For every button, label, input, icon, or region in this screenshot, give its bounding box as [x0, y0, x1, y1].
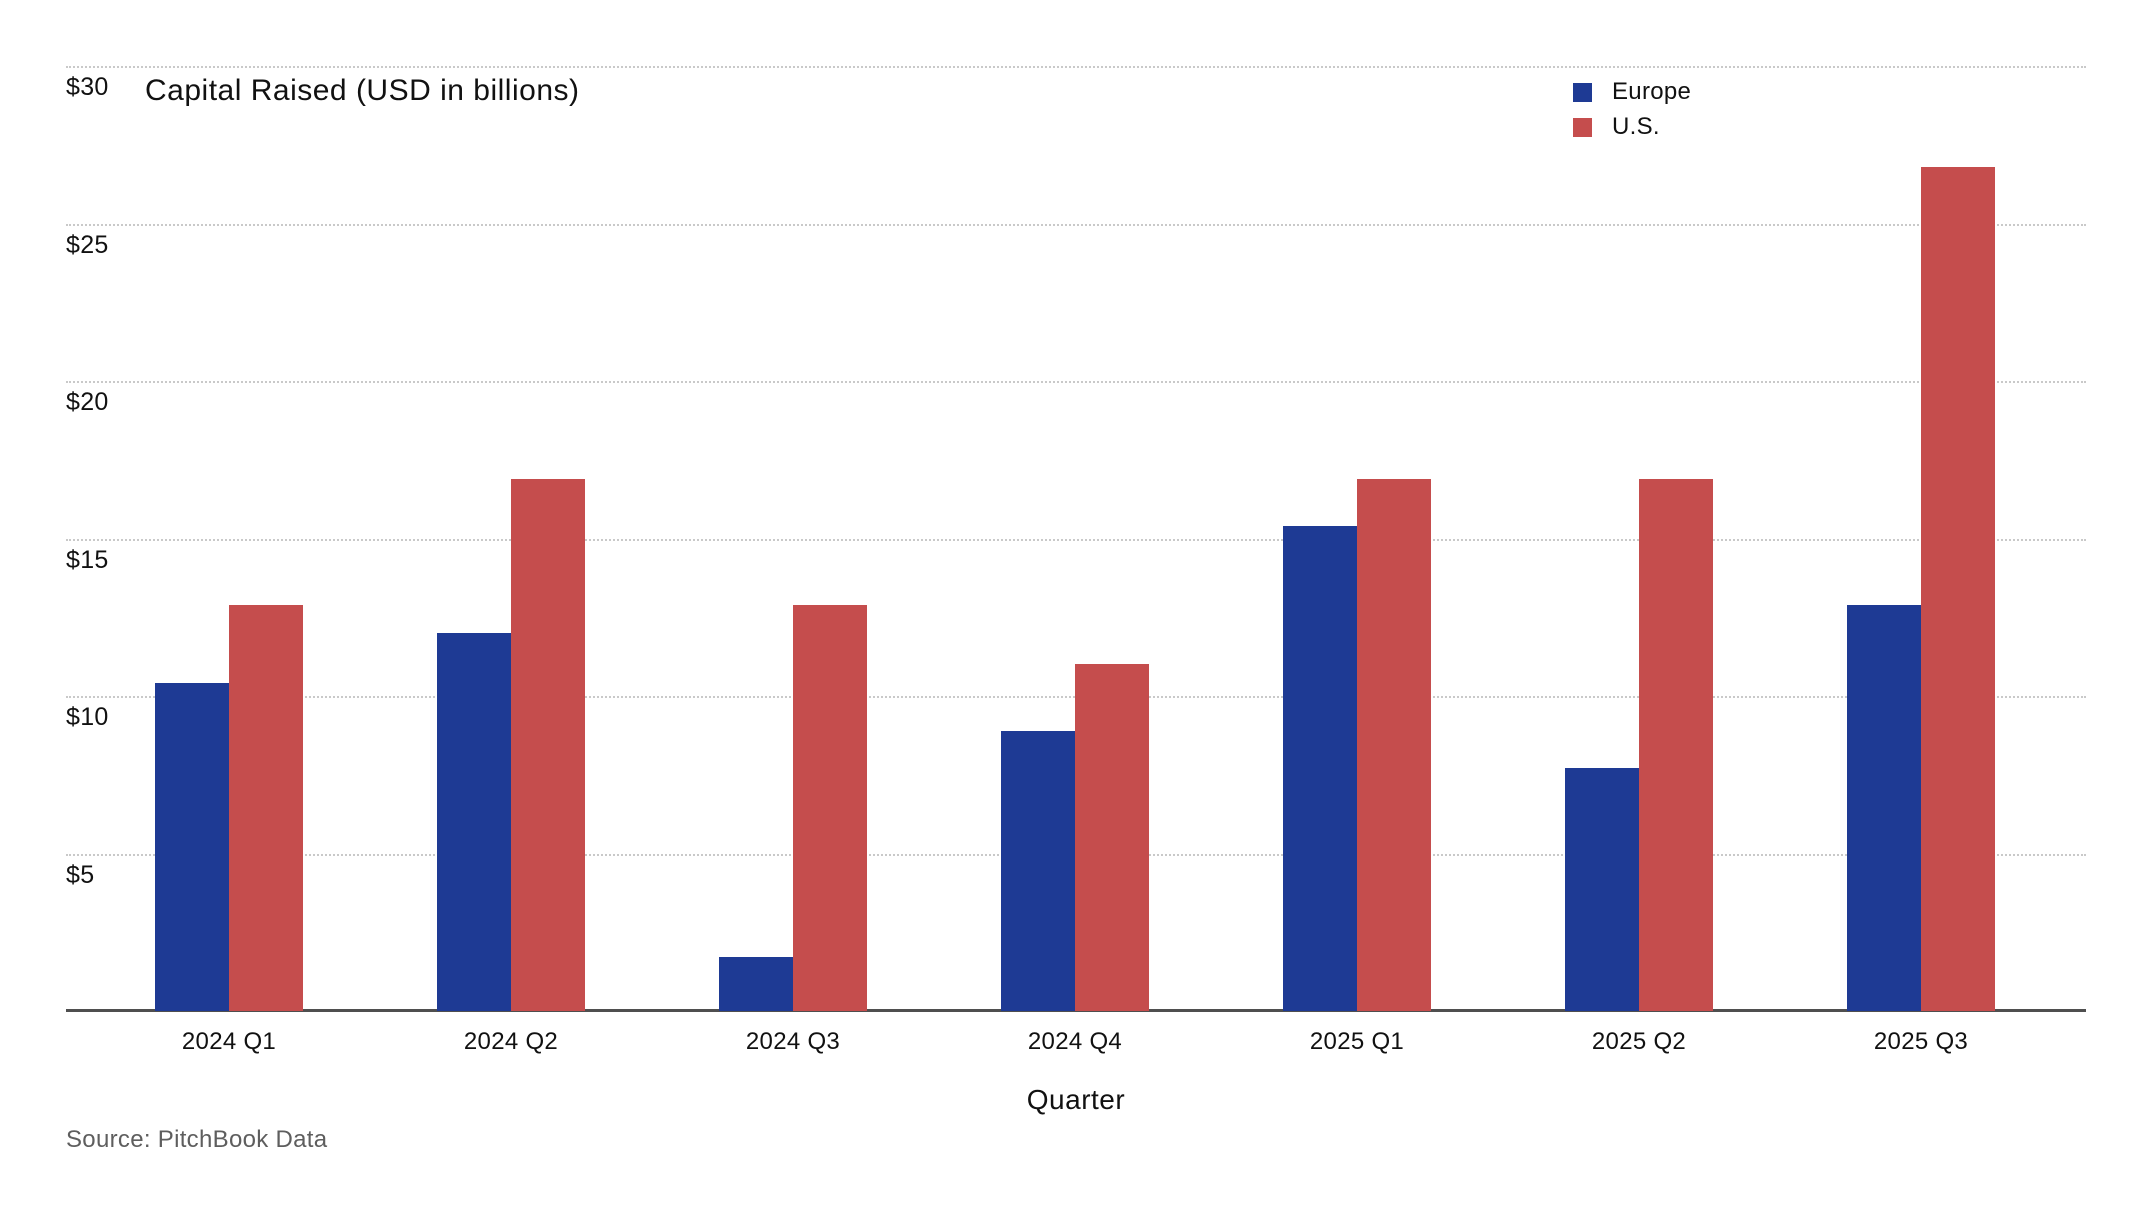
xtick-label-2024-q1: 2024 Q1 — [181, 1028, 277, 1055]
ytick-label-25: $25 — [66, 230, 109, 259]
bar-u-s-2025-q1 — [1357, 479, 1431, 1011]
xtick-label-2024-q2: 2024 Q2 — [463, 1028, 559, 1055]
xtick-label-2024-q3: 2024 Q3 — [745, 1028, 841, 1055]
bar-europe-2024-q1 — [155, 683, 229, 1011]
ytick-label-10: $10 — [66, 703, 109, 731]
ytick-label-15: $15 — [66, 545, 109, 574]
gridline-20 — [66, 381, 2086, 383]
plot-area: $30 $25 $20 $15 $10 $5 — [66, 66, 2086, 1012]
x-axis-title: Quarter — [1026, 1084, 1126, 1115]
bar-europe-2025-q1 — [1283, 526, 1357, 1011]
ytick-label-20: $20 — [66, 388, 109, 416]
us-swatch-icon — [1573, 117, 1592, 137]
xtick-label-2025-q1: 2025 Q1 — [1309, 1028, 1405, 1055]
bar-u-s-2024-q1 — [229, 605, 303, 1011]
gridline-15 — [66, 538, 2086, 541]
xtick-label-2025-q2: 2025 Q2 — [1591, 1028, 1687, 1055]
bar-europe-2024-q3 — [719, 957, 793, 1011]
ytick-label-5: $5 — [66, 860, 95, 889]
europe-swatch-icon — [1573, 82, 1592, 102]
bar-u-s-2024-q4 — [1075, 664, 1149, 1011]
legend-item-europe: Europe — [1573, 78, 1691, 105]
legend-label-europe: Europe — [1612, 78, 1692, 105]
legend-item-us: U.S. — [1573, 113, 1691, 140]
ytick-label-30: $30 — [66, 73, 109, 101]
bar-europe-2024-q4 — [1001, 731, 1075, 1011]
bar-u-s-2025-q2 — [1639, 479, 1713, 1011]
bar-europe-2024-q2 — [437, 633, 511, 1011]
xtick-label-2025-q3: 2025 Q3 — [1873, 1028, 1969, 1055]
chart-title: Capital Raised (USD in billions) — [145, 74, 580, 107]
gridline-30 — [66, 66, 2086, 68]
bar-u-s-2024-q2 — [511, 479, 585, 1011]
bar-u-s-2025-q3 — [1921, 167, 1995, 1011]
bar-u-s-2024-q3 — [793, 605, 867, 1011]
xtick-label-2024-q4: 2024 Q4 — [1027, 1028, 1123, 1055]
legend: Europe U.S. — [1573, 78, 1691, 140]
legend-label-us: U.S. — [1612, 113, 1660, 140]
source-note: Source: PitchBook Data — [66, 1126, 328, 1153]
bar-europe-2025-q3 — [1847, 605, 1921, 1011]
gridline-25 — [66, 223, 2086, 226]
bar-europe-2025-q2 — [1565, 768, 1639, 1011]
